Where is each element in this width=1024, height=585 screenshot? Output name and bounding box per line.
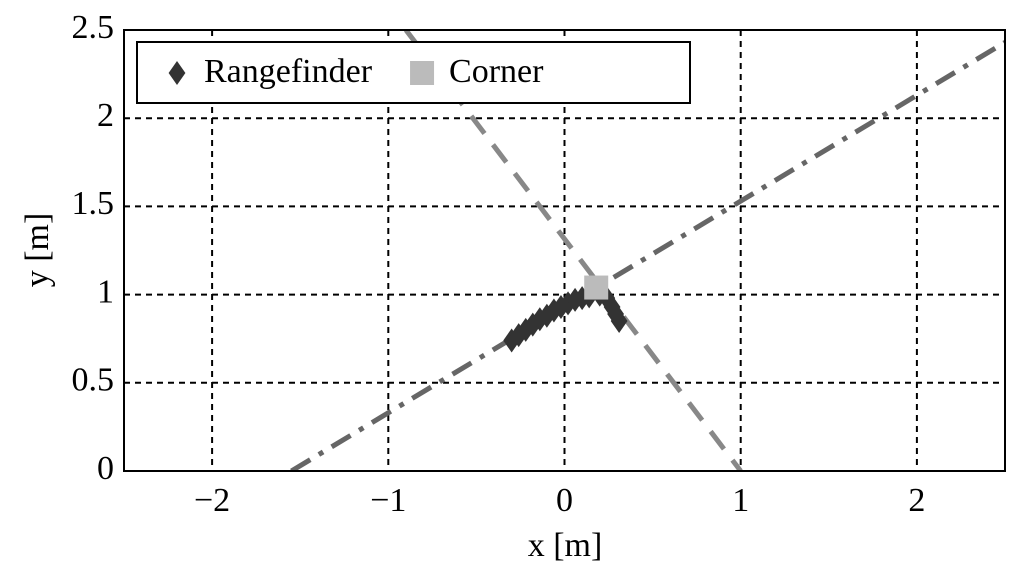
y-tick-label: 2.5 (72, 9, 115, 46)
plot-frame (123, 29, 1006, 472)
y-tick-label: 2 (97, 97, 114, 134)
y-axis-label: y [m] (19, 213, 56, 288)
x-tick-label: 2 (908, 482, 925, 519)
x-axis-label: x [m] (528, 527, 603, 564)
x-tick-label: −2 (194, 482, 230, 519)
diamond-marker (168, 61, 186, 85)
x-tick-label: 0 (556, 482, 573, 519)
x-tick-label: −1 (370, 482, 406, 519)
y-tick-label: 1 (97, 273, 114, 310)
legend-label: Rangefinder (204, 53, 373, 90)
y-tick-label: 0.5 (72, 362, 115, 399)
reference-line (290, 40, 1005, 471)
legend-label: Corner (449, 53, 544, 90)
diamond-marker (610, 309, 628, 334)
square-marker (410, 61, 435, 85)
y-tick-label: 1.5 (72, 185, 115, 222)
square-marker (584, 275, 609, 300)
y-tick-label: 0 (97, 450, 114, 487)
x-tick-label: 1 (732, 482, 749, 519)
